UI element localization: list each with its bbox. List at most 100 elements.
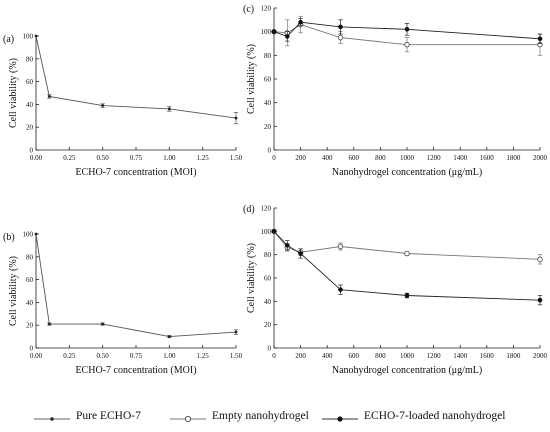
x-tick-label: 0 (272, 154, 276, 162)
y-tick-label: 100 (261, 228, 272, 236)
series-line (35, 233, 237, 338)
x-tick-label: 0.50 (97, 154, 110, 162)
x-axis-label: Nanohydrogel concentration (μg/mL) (332, 167, 482, 178)
x-tick-label: 800 (375, 154, 386, 162)
x-tick-label: 1.00 (163, 352, 176, 360)
x-tick-label: 0.25 (63, 154, 76, 162)
y-tick-label: 40 (264, 298, 272, 306)
series-line (273, 21, 541, 40)
data-point (537, 256, 543, 263)
series-line (35, 35, 237, 119)
x-tick-label: 0 (272, 352, 276, 360)
data-point (234, 330, 238, 334)
data-point (404, 250, 410, 257)
legend: Pure ECHO-7 Empty nanohydrogel ECHO-7-lo… (0, 408, 550, 430)
data-point (34, 34, 38, 38)
x-tick-label: 1.00 (163, 154, 176, 162)
data-point (537, 297, 543, 303)
y-tick-label: 80 (26, 55, 34, 63)
y-tick-label: 20 (26, 124, 34, 132)
y-tick-label: 100 (261, 28, 272, 36)
x-tick-label: 800 (375, 352, 386, 360)
y-tick-label: 40 (26, 299, 34, 307)
x-tick-label: 1600 (480, 352, 495, 360)
series-line (273, 231, 541, 301)
y-tick-label: 60 (264, 275, 272, 283)
y-axis-label: Cell viability (%) (8, 58, 19, 128)
x-tick-label: 200 (295, 154, 306, 162)
x-tick-label: 0.75 (130, 352, 143, 360)
x-tick-label: 1200 (427, 352, 442, 360)
data-point (298, 19, 303, 25)
y-tick-label: 20 (264, 123, 272, 131)
x-tick-label: 600 (349, 154, 360, 162)
data-point (537, 36, 543, 42)
x-tick-label: 400 (322, 352, 333, 360)
x-tick-label: 400 (322, 154, 333, 162)
y-tick-label: 60 (264, 76, 272, 84)
y-tick-label: 0 (268, 345, 272, 353)
panel-label: (d) (243, 204, 255, 215)
y-tick-label: 60 (26, 78, 34, 86)
x-tick-label: 1.25 (197, 154, 210, 162)
x-axis-label: ECHO-7 concentration (MOI) (75, 365, 196, 376)
x-tick-label: 0.50 (97, 352, 110, 360)
legend-marker-loaded (322, 416, 358, 422)
x-tick-label: 0.75 (130, 154, 143, 162)
y-tick-label: 20 (264, 321, 272, 329)
series-0 (34, 232, 239, 339)
data-point (234, 116, 238, 120)
figure-canvas: 0 20 40 60 80 100 0.00 0.25 0.50 0.75 1.00 1.25 1.50… (3, 4, 548, 376)
data-point (101, 322, 105, 326)
panel-label: (c) (243, 4, 254, 15)
data-point (404, 27, 410, 32)
y-tick-label: 80 (264, 52, 272, 60)
data-point (404, 293, 410, 298)
legend-label-loaded: ECHO-7-loaded nanohydrogel (364, 410, 506, 422)
y-tick-label: 0 (268, 147, 272, 155)
x-tick-label: 0.00 (30, 154, 43, 162)
x-tick-label: 0.00 (30, 352, 43, 360)
x-tick-label: 1800 (506, 154, 521, 162)
x-axis-label: Nanohydrogel concentration (μg/mL) (332, 365, 482, 376)
data-point (167, 335, 171, 338)
x-tick-label: 1800 (506, 352, 521, 360)
data-point (337, 34, 344, 41)
y-axis-label: Cell viability (%) (246, 44, 257, 114)
x-tick-label: 1400 (453, 154, 468, 162)
x-tick-label: 2000 (533, 352, 548, 360)
data-point (271, 229, 277, 234)
y-tick-label: 100 (23, 231, 34, 239)
y-tick-label: 100 (23, 33, 34, 41)
data-point (167, 107, 171, 111)
x-tick-label: 600 (349, 352, 360, 360)
data-point (47, 322, 51, 326)
x-tick-label: 1.25 (197, 352, 210, 360)
y-tick-label: 80 (264, 251, 272, 259)
data-point (285, 243, 290, 248)
y-tick-label: 40 (264, 99, 272, 107)
series-1 (271, 18, 543, 44)
data-point (285, 34, 290, 39)
data-point (404, 41, 410, 48)
data-point (338, 287, 343, 292)
x-tick-label: 2000 (533, 154, 548, 162)
x-axis-label: ECHO-7 concentration (MOI) (75, 167, 196, 178)
legend-label-empty: Empty nanohydrogel (212, 410, 309, 422)
data-point (34, 232, 38, 236)
x-tick-label: 200 (295, 352, 306, 360)
data-point (298, 251, 303, 256)
y-axis-label: Cell viability (%) (8, 256, 19, 326)
y-tick-label: 0 (30, 345, 34, 353)
x-tick-label: 1600 (480, 154, 495, 162)
y-tick-label: 0 (30, 147, 34, 155)
data-point (337, 243, 344, 250)
x-tick-label: 0.25 (63, 352, 76, 360)
chart-panel-a: 0 20 40 60 80 100 0.00 0.25 0.50 0.75 1.00 1.25 1.50… (3, 33, 243, 179)
panel-label: (a) (3, 34, 14, 45)
series-1 (271, 229, 543, 306)
legend-label-pure: Pure ECHO-7 (76, 410, 141, 422)
data-point (271, 29, 277, 34)
